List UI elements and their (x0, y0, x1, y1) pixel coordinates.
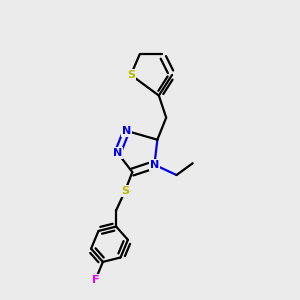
Text: N: N (113, 148, 122, 158)
Text: S: S (127, 70, 135, 80)
Text: N: N (122, 126, 131, 136)
Text: N: N (150, 160, 159, 170)
Text: S: S (121, 186, 129, 196)
Text: F: F (92, 274, 99, 285)
